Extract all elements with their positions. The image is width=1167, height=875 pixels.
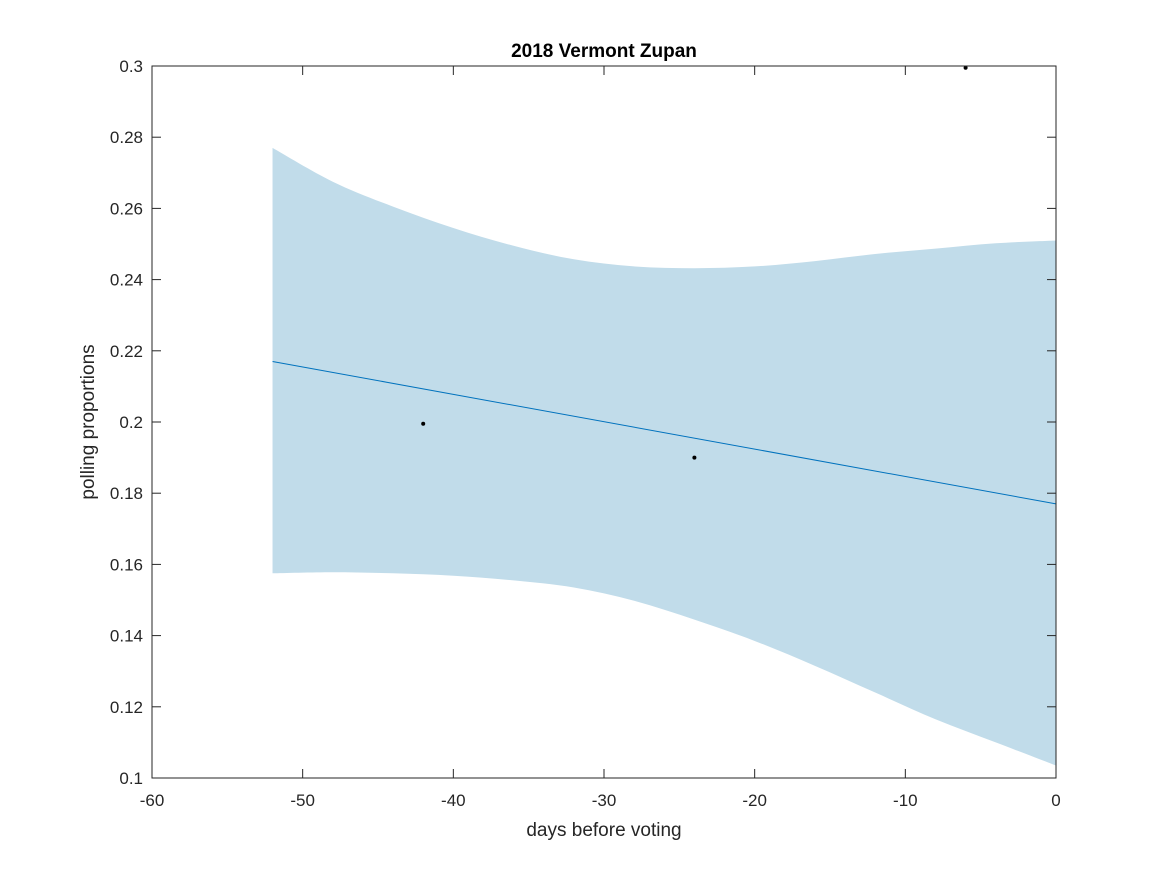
y-tick-label: 0.3 — [119, 57, 143, 76]
y-tick-label: 0.16 — [110, 555, 143, 574]
y-tick-label: 0.12 — [110, 698, 143, 717]
y-axis: 0.1 0.12 0.14 0.16 0.18 0.2 0.22 0.24 0.26 0.28 0.… — [110, 57, 1056, 788]
confidence-band — [272, 147, 1056, 766]
x-tick-label: 0 — [1051, 791, 1060, 810]
data-point — [963, 65, 968, 70]
y-axis-label: polling proportions — [78, 344, 99, 499]
x-tick-label: -40 — [441, 791, 466, 810]
data-point — [421, 421, 426, 426]
x-tick-label: -50 — [290, 791, 315, 810]
y-tick-label: 0.26 — [110, 199, 143, 218]
y-tick-label: 0.28 — [110, 128, 143, 147]
fit-line — [272, 360, 1057, 505]
data-points — [421, 65, 968, 460]
chart-title: 2018 Vermont Zupan — [511, 41, 697, 62]
x-axis-label: days before voting — [526, 820, 681, 841]
x-tick-label: -60 — [140, 791, 165, 810]
x-tick-label: -30 — [592, 791, 617, 810]
y-tick-label: 0.24 — [110, 271, 143, 290]
y-tick-label: 0.18 — [110, 484, 143, 503]
x-tick-label: -10 — [893, 791, 918, 810]
y-tick-label: 0.22 — [110, 342, 143, 361]
y-tick-label: 0.1 — [119, 769, 143, 788]
x-axis: -60 -50 -40 -30 -20 -10 0 — [140, 66, 1061, 810]
y-tick-label: 0.2 — [119, 413, 143, 432]
y-tick-label: 0.14 — [110, 627, 143, 646]
data-point — [692, 455, 697, 460]
x-tick-label: -20 — [742, 791, 767, 810]
